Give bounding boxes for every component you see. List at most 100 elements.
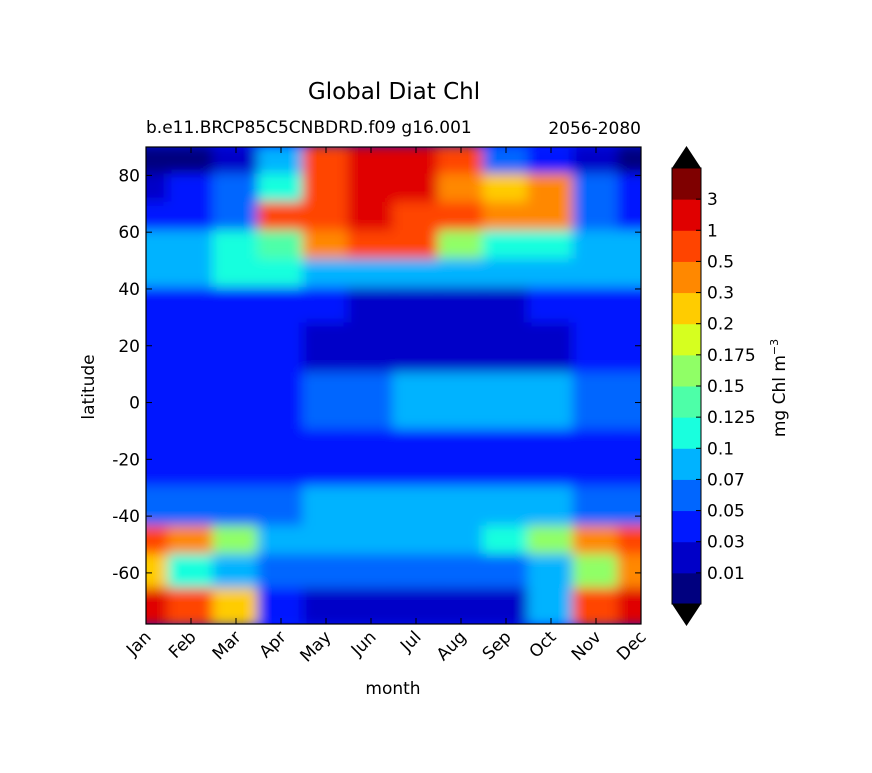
heatmap-cell <box>392 230 440 263</box>
heatmap-cell <box>437 201 485 235</box>
heatmap-cell <box>572 525 620 558</box>
colorbar-band <box>672 541 701 574</box>
heatmap-cell <box>167 525 215 558</box>
plot-frame <box>145 146 642 625</box>
colorbar-extend-max-arrow <box>672 146 701 168</box>
heatmap-cell <box>482 258 530 291</box>
heatmap-cell <box>347 201 395 235</box>
heatmap-cell <box>617 322 641 377</box>
heatmap-cell <box>146 372 170 433</box>
heatmap-cell <box>482 372 530 433</box>
heatmap-cell <box>437 553 485 592</box>
heatmap-cell <box>257 230 305 263</box>
colorbar-band <box>672 572 701 605</box>
x-tick-label: Feb <box>165 627 200 662</box>
x-tick-label: Mar <box>209 627 246 664</box>
x-tick-label: Dec <box>613 627 650 664</box>
heatmap-cell <box>257 525 305 558</box>
heatmap-cell <box>167 372 215 433</box>
heatmap-cell <box>572 322 620 377</box>
heatmap-cell <box>527 173 575 206</box>
heatmap-cell <box>437 322 485 377</box>
heatmap-cell <box>617 258 641 291</box>
heatmap-cell <box>392 428 440 490</box>
colorbar-tick-label: 3 <box>707 190 718 210</box>
heatmap-cell <box>212 173 260 206</box>
heatmap-cells <box>146 147 641 624</box>
heatmap-cell <box>482 553 530 592</box>
heatmap-cell <box>617 587 641 624</box>
heatmap-cell <box>257 553 305 592</box>
heatmap-cell <box>347 428 395 490</box>
heatmap-cell <box>212 428 260 490</box>
heatmap-cell <box>482 587 530 624</box>
colorbar-band <box>672 510 701 543</box>
heatmap-cell <box>146 587 170 624</box>
heatmap-cell <box>572 230 620 263</box>
y-tick-label: 80 <box>118 166 140 186</box>
colorbar-band <box>672 168 701 200</box>
heatmap-cell <box>437 525 485 558</box>
heatmap-cell <box>347 322 395 377</box>
heatmap-cell <box>572 286 620 327</box>
heatmap-cell <box>392 485 440 530</box>
heatmap-cell <box>257 587 305 624</box>
colorbar-tick-label: 0.01 <box>707 564 745 584</box>
heatmap-cell <box>257 372 305 433</box>
heatmap-cell <box>572 428 620 490</box>
colorbar-band <box>672 448 701 480</box>
heatmap-cell <box>167 428 215 490</box>
heatmap-cell <box>617 201 641 235</box>
colorbar-tick-label: 0.1 <box>707 439 734 459</box>
heatmap-cell <box>146 525 170 558</box>
heatmap-cell <box>257 322 305 377</box>
heatmap-cell <box>146 230 170 263</box>
heatmap-cell <box>146 147 170 178</box>
heatmap-cell <box>482 173 530 206</box>
x-tick-label: Jul <box>396 627 425 656</box>
heatmap-cell <box>212 525 260 558</box>
y-tick-label: -60 <box>112 564 140 584</box>
colorbar-tick-label: 0.15 <box>707 377 745 397</box>
heatmap-cell <box>527 201 575 235</box>
heatmap-cell <box>146 286 170 327</box>
x-tick-label: Jan <box>122 627 155 660</box>
heatmap-cell <box>212 485 260 530</box>
heatmap-cell <box>167 286 215 327</box>
x-axis-label: month <box>365 679 420 699</box>
heatmap-cell <box>617 286 641 327</box>
colorbar-band <box>672 230 701 262</box>
heatmap-cell <box>302 372 350 433</box>
x-tick-label: Sep <box>479 627 516 664</box>
colorbar-label: mg Chl m−3 <box>768 339 790 437</box>
heatmap-cell <box>212 372 260 433</box>
heatmap-cell <box>617 372 641 433</box>
heatmap-cell <box>527 372 575 433</box>
colorbar-band <box>672 261 701 294</box>
colorbar-band <box>672 292 701 325</box>
heatmap-cell <box>392 173 440 206</box>
heatmap-cell <box>437 258 485 291</box>
heatmap-cell <box>527 286 575 327</box>
heatmap-cell <box>572 258 620 291</box>
heatmap-cell <box>617 485 641 530</box>
heatmap-cell <box>482 322 530 377</box>
colorbar-tick-label: 0.125 <box>707 408 756 428</box>
heatmap-cell <box>302 322 350 377</box>
heatmap-cell <box>392 258 440 291</box>
colorbar-tick-label: 0.05 <box>707 502 745 522</box>
colorbar-band <box>672 386 701 418</box>
plot-area: 80 60 40 20 0 -20 -40 -60 Jan Feb Mar Apr May Jun Jul… <box>112 146 651 666</box>
heatmap-cell <box>146 173 170 206</box>
colorbar-tick-label: 1 <box>707 221 718 241</box>
colorbar-label-text: mg Chl m <box>770 355 790 437</box>
heatmap-cell <box>212 322 260 377</box>
heatmap-cell <box>392 587 440 624</box>
y-tick-label: 60 <box>118 223 140 243</box>
y-axis-label: latitude <box>79 354 99 419</box>
heatmap-cell <box>617 525 641 558</box>
heatmap-cell <box>572 173 620 206</box>
heatmap-cell <box>302 428 350 490</box>
colorbar-tick-label: 0.175 <box>707 346 756 366</box>
heatmap-cell <box>347 286 395 327</box>
